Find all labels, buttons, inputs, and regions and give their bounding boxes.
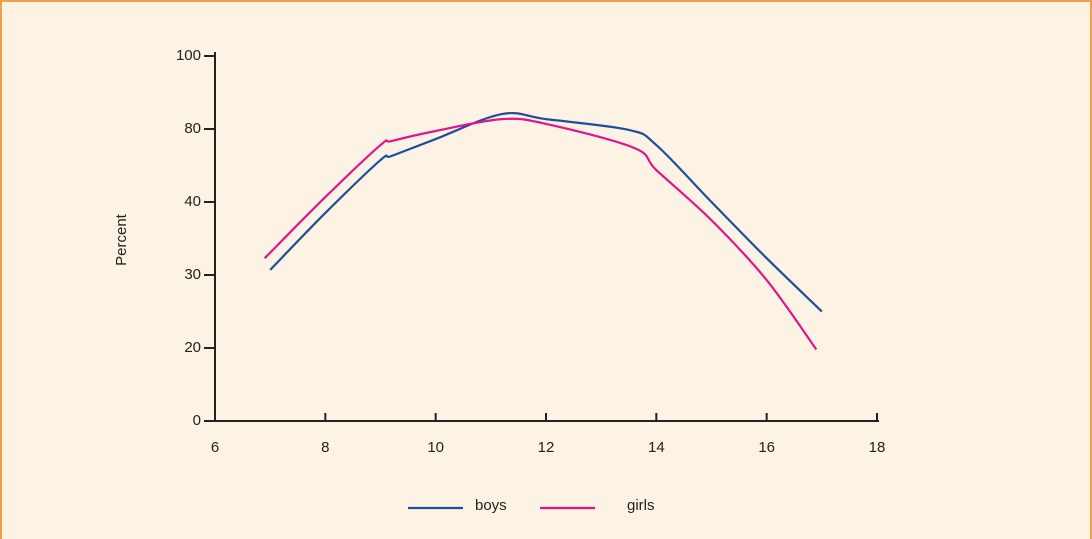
x-tick-label: 10 [427,439,444,456]
y-tick-label: 100 [176,47,201,64]
x-tick-label: 12 [538,439,555,456]
y-axis-label: Percent [113,213,130,266]
x-tick-label: 18 [869,439,886,456]
series-line [263,117,818,351]
legend-label: girls [627,497,655,514]
y-tick-label: 40 [184,193,201,210]
y-tick-label: 80 [184,120,201,137]
x-tick-label: 8 [321,439,329,456]
legend-label: boys [475,497,507,514]
x-tick-label: 6 [211,439,219,456]
x-tick-label: 16 [758,439,775,456]
x-tick-label: 14 [648,439,665,456]
y-tick-label: 30 [184,266,201,283]
y-tick-label: 0 [193,412,201,429]
series-line [269,111,823,313]
y-tick-label: 20 [184,339,201,356]
